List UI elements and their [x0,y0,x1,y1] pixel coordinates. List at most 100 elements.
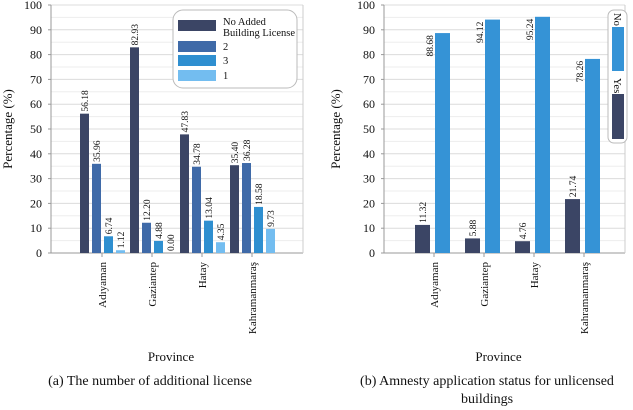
data-label: 56.18 [81,90,91,112]
data-label: 78.26 [576,61,586,83]
data-label: 12.20 [143,199,153,221]
y-tick-label: 80 [30,48,42,62]
bar-1 [116,250,125,253]
y-tick-label: 10 [30,221,42,235]
legend-swatch [178,41,216,52]
x-tick-label: Hatay [529,262,541,289]
data-label: 47.83 [181,111,191,133]
data-label: 11.32 [419,202,429,223]
figure-caption: (b) Amnesty application status for unlic… [360,374,614,389]
legend: No Yes [607,9,628,144]
y-tick-label: 50 [363,122,375,136]
x-axis-title: Province [148,349,194,364]
legend-label: 2 [223,42,228,53]
x-tick-label: Adıyaman [429,262,441,308]
legend-swatch [178,55,216,66]
x-axis-title: Province [475,349,521,364]
y-axis-title: Percentage (%) [328,89,343,169]
data-label: 4.35 [217,223,227,240]
bar-2 [242,163,251,253]
legend-swatch [612,94,624,139]
bar-3 [154,240,163,253]
data-label: 21.74 [569,175,579,197]
legend-label: Building License [223,28,295,39]
y-tick-label: 50 [30,122,42,136]
data-label: 34.78 [193,143,203,165]
data-label: 13.04 [205,197,215,219]
bar-3 [254,206,263,253]
bar-yes [465,238,480,253]
y-tick-label: 10 [363,221,375,235]
y-tick-label: 40 [363,147,375,161]
y-tick-label: 40 [30,147,42,161]
data-label: 88.68 [426,35,436,57]
legend-label: No [611,13,622,26]
bar-yes [565,199,580,253]
data-label: 4.88 [155,222,165,239]
y-axis-title: Percentage (%) [0,89,15,169]
y-tick-label: 0 [369,246,375,260]
y-tick-label: 30 [30,172,42,186]
legend-label: 1 [223,71,228,82]
bar-no-added-building-license [80,113,89,253]
data-label: 18.58 [255,183,265,205]
x-tick-label: Hatay [197,262,209,289]
bar-yes [515,241,530,253]
legend-swatch [178,70,216,81]
y-tick-label: 80 [363,48,375,62]
bar-no [535,16,550,254]
bar-no-added-building-license [230,165,239,253]
y-tick-label: 60 [30,97,42,111]
data-label: 1.12 [117,231,127,248]
y-tick-label: 20 [30,196,42,210]
chart-a: 0 10 20 30 40 50 60 70 80 90 100 Percentage (%) Adıy… [0,0,304,389]
y-tick-label: 70 [30,72,42,86]
chart-b: 0 10 20 30 40 50 60 70 80 90 100 Percentage (%) Adıy… [328,0,628,407]
bar-no [435,33,450,253]
y-tick-label: 70 [363,72,375,86]
bar-no [585,58,600,254]
data-label: 94.12 [476,21,486,43]
bar-2 [92,163,101,253]
bar-3 [104,236,113,253]
data-label: 4.76 [519,222,529,239]
x-tick-label: Kahramanmaraş [247,262,259,334]
data-label: 35.40 [231,142,241,164]
bar-1 [266,228,275,253]
bar-3 [204,220,213,253]
data-label: 35.96 [93,140,103,162]
bar-no [485,19,500,254]
data-label: 36.28 [243,139,253,161]
bar-2 [192,166,201,253]
figure-caption: (a) The number of additional license [48,374,252,389]
y-tick-label: 20 [363,196,375,210]
bar-yes [415,224,430,253]
x-tick-label: Gaziantep [479,262,491,307]
y-tick-label: 30 [363,172,375,186]
legend-label: Yes [611,78,622,93]
data-label: 0.00 [167,234,177,251]
legend-swatch [178,20,216,31]
data-label: 82.93 [131,24,141,46]
legend-swatch [612,27,624,71]
figure-caption: buildings [461,392,513,407]
bar-2 [142,222,151,253]
bar-1 [216,242,225,253]
y-tick-label: 100 [357,0,375,12]
y-tick-label: 100 [24,0,42,12]
x-tick-label: Kahramanmaraş [579,262,591,334]
y-tick-label: 0 [36,246,42,260]
y-tick-label: 60 [363,97,375,111]
legend-label: No Added [223,17,267,28]
x-tick-label: Gaziantep [147,262,159,307]
data-label: 9.73 [267,210,277,227]
y-tick-label: 90 [363,23,375,37]
data-label: 95.24 [526,19,536,41]
data-label: 5.88 [469,220,479,237]
x-tick-label: Adıyaman [97,262,109,308]
bar-no-added-building-license [130,47,139,253]
data-label: 6.74 [105,217,115,234]
y-tick-label: 90 [30,23,42,37]
